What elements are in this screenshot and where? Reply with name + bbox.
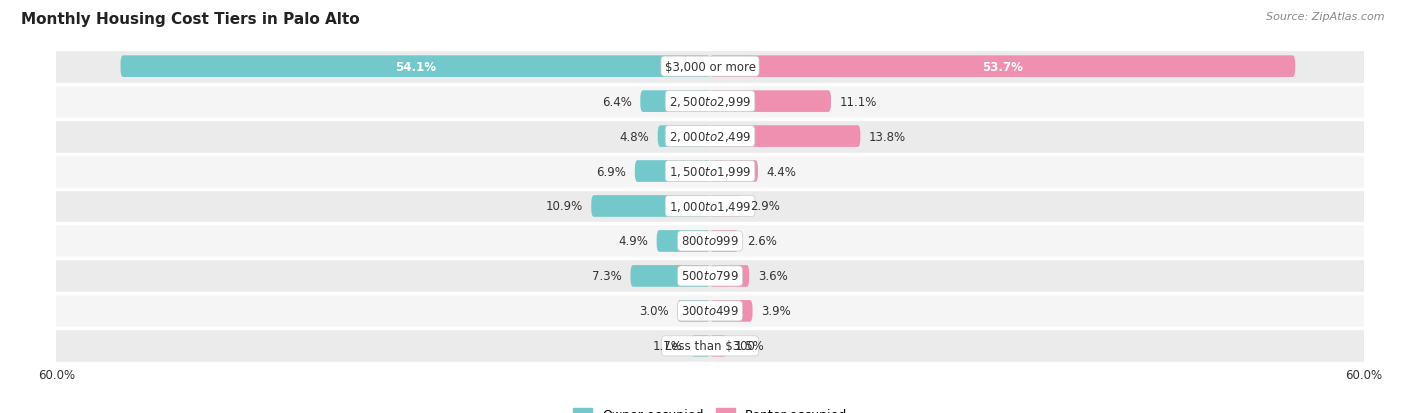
Legend: Owner-occupied, Renter-occupied: Owner-occupied, Renter-occupied (568, 404, 852, 413)
Text: 4.8%: 4.8% (619, 130, 650, 143)
FancyBboxPatch shape (710, 91, 831, 113)
Text: 2.6%: 2.6% (747, 235, 778, 248)
Text: 3.6%: 3.6% (758, 270, 787, 283)
Text: $1,000 to $1,499: $1,000 to $1,499 (669, 199, 751, 214)
Text: 3.0%: 3.0% (638, 305, 669, 318)
Bar (56, 259, 1364, 294)
Text: 4.9%: 4.9% (619, 235, 648, 248)
Bar (56, 294, 1364, 329)
Text: 2.9%: 2.9% (751, 200, 780, 213)
FancyBboxPatch shape (658, 126, 710, 147)
FancyBboxPatch shape (630, 266, 710, 287)
Text: Monthly Housing Cost Tiers in Palo Alto: Monthly Housing Cost Tiers in Palo Alto (21, 12, 360, 27)
Text: 10.9%: 10.9% (546, 200, 582, 213)
Text: 53.7%: 53.7% (983, 61, 1024, 74)
Bar (56, 119, 1364, 154)
FancyBboxPatch shape (592, 196, 710, 217)
FancyBboxPatch shape (710, 335, 727, 357)
Text: 6.9%: 6.9% (596, 165, 626, 178)
Text: $500 to $799: $500 to $799 (681, 270, 740, 283)
FancyBboxPatch shape (710, 161, 758, 183)
Text: $1,500 to $1,999: $1,500 to $1,999 (669, 165, 751, 178)
FancyBboxPatch shape (640, 91, 710, 113)
Bar (56, 329, 1364, 363)
Text: 3.9%: 3.9% (761, 305, 792, 318)
FancyBboxPatch shape (710, 126, 860, 147)
Text: 7.3%: 7.3% (592, 270, 621, 283)
Bar (56, 224, 1364, 259)
Text: $300 to $499: $300 to $499 (681, 305, 740, 318)
Text: 1.7%: 1.7% (652, 339, 683, 352)
Bar (56, 50, 1364, 84)
FancyBboxPatch shape (657, 230, 710, 252)
FancyBboxPatch shape (121, 56, 710, 78)
FancyBboxPatch shape (710, 196, 741, 217)
FancyBboxPatch shape (710, 300, 752, 322)
Text: Source: ZipAtlas.com: Source: ZipAtlas.com (1267, 12, 1385, 22)
Text: 11.1%: 11.1% (839, 95, 877, 108)
Text: 13.8%: 13.8% (869, 130, 907, 143)
Text: 6.4%: 6.4% (602, 95, 631, 108)
Bar (56, 154, 1364, 189)
FancyBboxPatch shape (710, 266, 749, 287)
Text: $3,000 or more: $3,000 or more (665, 61, 755, 74)
Text: $800 to $999: $800 to $999 (681, 235, 740, 248)
FancyBboxPatch shape (692, 335, 710, 357)
Text: Less than $300: Less than $300 (665, 339, 755, 352)
Text: $2,500 to $2,999: $2,500 to $2,999 (669, 95, 751, 109)
FancyBboxPatch shape (636, 161, 710, 183)
FancyBboxPatch shape (710, 56, 1295, 78)
Text: 54.1%: 54.1% (395, 61, 436, 74)
FancyBboxPatch shape (710, 230, 738, 252)
Bar (56, 84, 1364, 119)
Text: 1.5%: 1.5% (735, 339, 765, 352)
Text: 4.4%: 4.4% (766, 165, 797, 178)
Bar (56, 189, 1364, 224)
Text: $2,000 to $2,499: $2,000 to $2,499 (669, 130, 751, 144)
FancyBboxPatch shape (678, 300, 710, 322)
